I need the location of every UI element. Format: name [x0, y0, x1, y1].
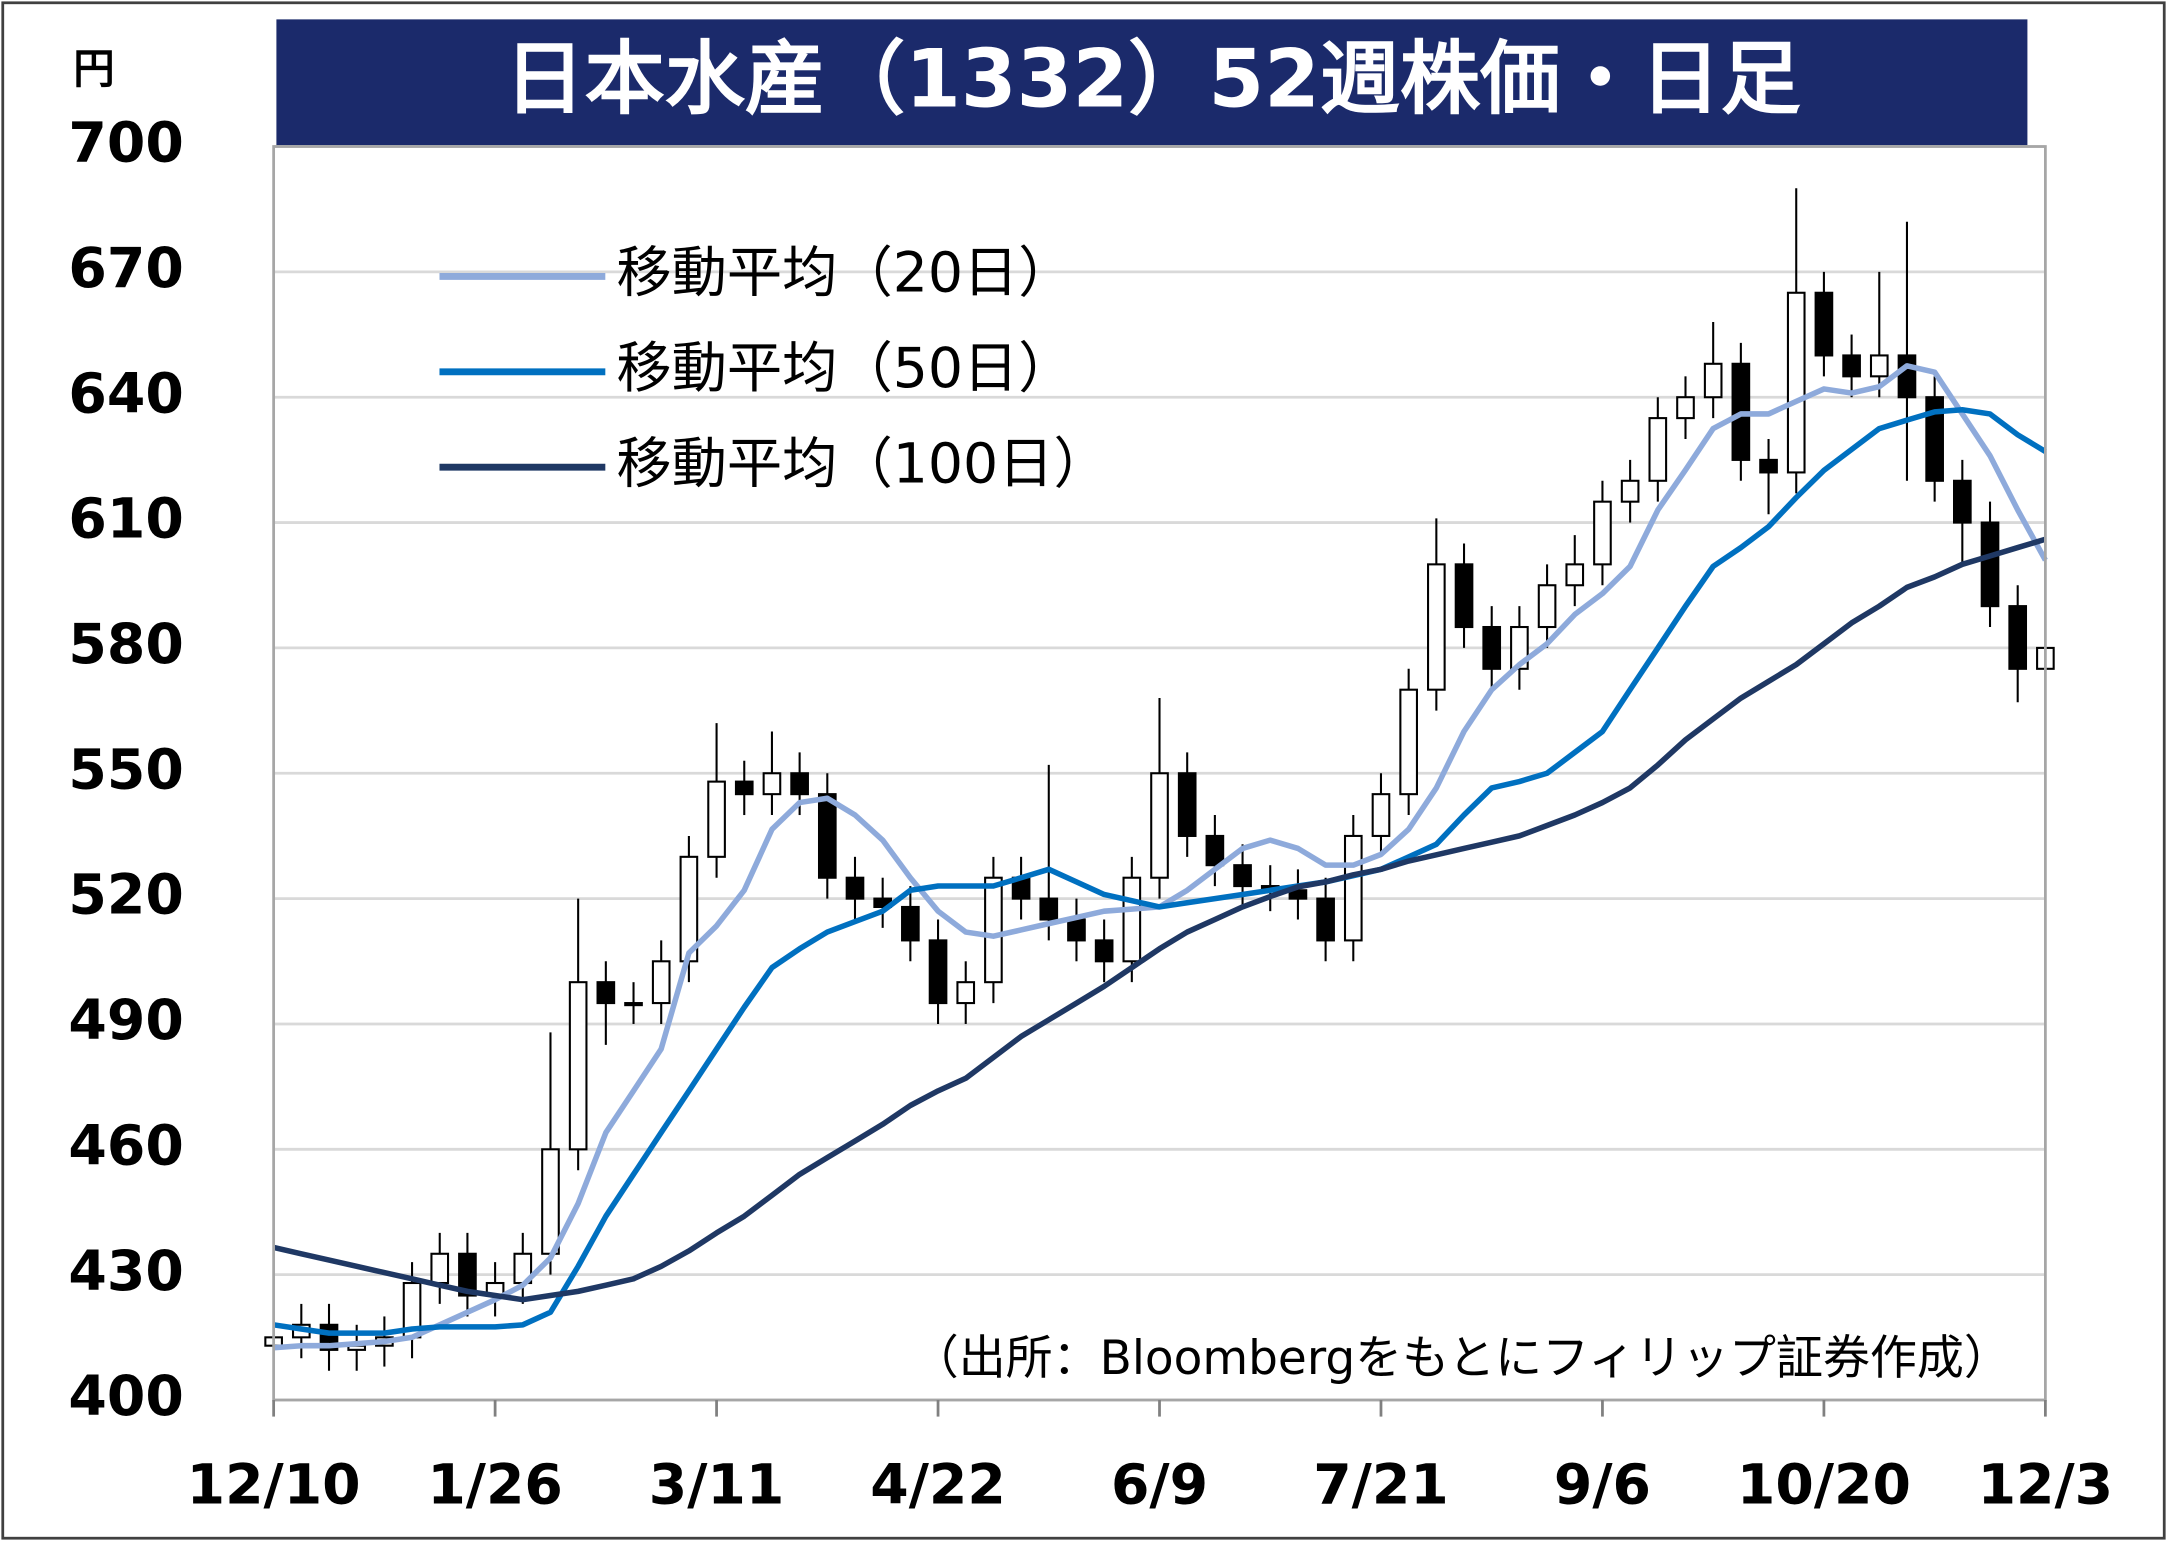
y-tick-label: 610 — [68, 488, 183, 552]
candle-body — [1067, 918, 1086, 942]
candle-body — [541, 1148, 560, 1255]
candle-body — [1427, 563, 1446, 691]
marks — [264, 188, 2055, 1371]
candle-body — [1925, 396, 1944, 482]
candle-body — [651, 960, 671, 1005]
title-box — [276, 19, 2028, 147]
candle-body — [1703, 362, 1723, 399]
candle-body — [928, 939, 948, 1005]
candle-body — [1980, 521, 2000, 608]
candle-body — [1371, 793, 1391, 837]
x-tick-label: 12/10 — [187, 1454, 361, 1518]
candle-body — [1150, 772, 1169, 879]
candle-body — [1593, 500, 1612, 566]
chart-title: 日本水産（1332）52週株価・日足 — [504, 32, 1800, 125]
x-tick-label: 7/21 — [1313, 1454, 1449, 1518]
x-tick-label: 10/20 — [1737, 1454, 1911, 1518]
candle-body — [1205, 834, 1225, 867]
x-tick-label: 9/6 — [1554, 1454, 1651, 1518]
candle-body — [1039, 897, 1059, 921]
candle-body — [1648, 417, 1668, 482]
candle-body — [1953, 479, 1972, 524]
unit-label: 円 — [73, 45, 114, 93]
candle-body — [1454, 563, 1474, 629]
y-tick-label: 670 — [68, 237, 183, 301]
y-tick-label: 430 — [68, 1240, 183, 1304]
candle-body — [845, 876, 865, 900]
candle-body — [458, 1252, 477, 1297]
ma-line — [273, 536, 2047, 1303]
candle-body — [596, 981, 616, 1005]
candle-body — [1759, 458, 1778, 474]
candle-body — [1122, 876, 1142, 963]
candle-body — [1869, 354, 1889, 378]
candle-body — [2008, 605, 2028, 670]
candle-body — [1316, 897, 1335, 942]
y-tick-label: 640 — [68, 362, 183, 426]
y-tick-label: 550 — [68, 738, 183, 802]
candle-body — [790, 772, 809, 796]
candle-body — [1094, 939, 1114, 963]
candle-body — [1537, 584, 1557, 629]
x-tick-label: 3/11 — [649, 1454, 785, 1518]
candle-body — [430, 1252, 450, 1285]
x-tick-label: 4/22 — [870, 1454, 1006, 1518]
x-tick-label: 1/26 — [427, 1454, 563, 1518]
candle-body — [734, 780, 754, 796]
candle-body — [707, 780, 726, 858]
y-tick-label: 580 — [68, 613, 183, 677]
candle-body — [1786, 291, 1806, 474]
candle-body — [984, 876, 1003, 984]
candle-body — [1620, 479, 1640, 503]
candle-body — [1233, 864, 1252, 888]
candle-body — [1288, 889, 1308, 900]
y-tick-label: 700 — [68, 112, 183, 176]
y-tick-label: 520 — [68, 864, 183, 928]
candle-body — [1343, 834, 1363, 942]
candle-body — [1399, 688, 1418, 796]
candle-body — [1842, 354, 1861, 378]
candle-body — [1814, 291, 1834, 357]
candle-body — [1676, 396, 1695, 420]
candle-body — [568, 981, 588, 1151]
legend-label: 移動平均（50日） — [616, 337, 1073, 401]
candle-body — [762, 772, 782, 796]
candle-body — [1565, 563, 1585, 587]
candle-body — [817, 793, 837, 879]
candle-body — [956, 981, 976, 1005]
x-tick-label: 6/9 — [1111, 1454, 1208, 1518]
ma-line — [273, 407, 2047, 1336]
legend-label: 移動平均（20日） — [616, 242, 1073, 306]
y-tick-label: 490 — [68, 989, 183, 1053]
y-tick-label: 400 — [68, 1365, 183, 1429]
candle-body — [1177, 772, 1197, 837]
candle-body — [1482, 625, 1502, 670]
y-tick-label: 460 — [68, 1114, 183, 1178]
candle-body — [901, 905, 920, 942]
legend-label: 移動平均（100日） — [616, 432, 1108, 496]
candle-body — [624, 1002, 643, 1007]
source-note: （出所：Bloombergをもとにフィリップ証券作成） — [912, 1331, 2011, 1386]
candle-body — [1897, 354, 1917, 399]
x-tick-label: 12/3 — [1978, 1454, 2114, 1518]
